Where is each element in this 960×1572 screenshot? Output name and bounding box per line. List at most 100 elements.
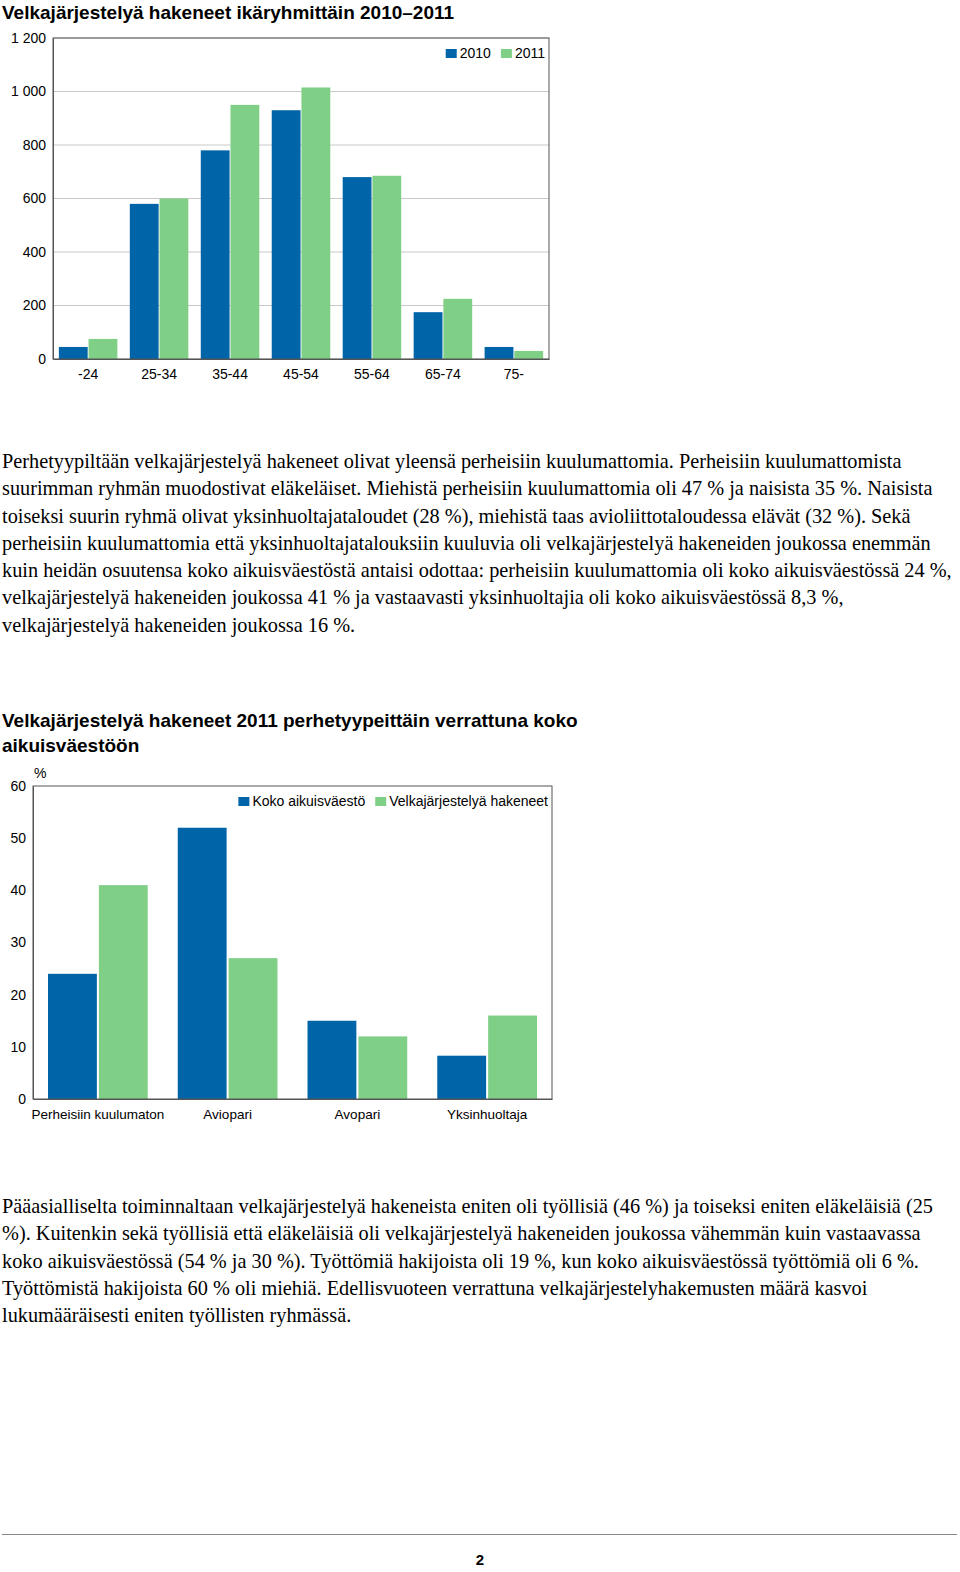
tick: 10 bbox=[10, 1039, 33, 1055]
tick-label: 0 bbox=[38, 351, 46, 367]
tick-label: 200 bbox=[23, 297, 47, 313]
legend: Koko aikuisväestö Velkajärjestelyä hakene… bbox=[238, 793, 548, 809]
tick: 50 bbox=[10, 830, 33, 846]
legend-swatch bbox=[446, 49, 457, 58]
bar bbox=[437, 1056, 486, 1099]
legend-item: 2010 bbox=[446, 45, 491, 61]
legend-item: 2011 bbox=[501, 45, 545, 61]
tick: -24 bbox=[78, 359, 98, 382]
y-axis: 0 10 20 30 40 50 60 bbox=[10, 778, 33, 1107]
tick-label: 75- bbox=[504, 366, 525, 382]
bar bbox=[178, 828, 227, 1099]
legend-item: Velkajärjestelyä hakeneet bbox=[375, 793, 548, 809]
tick: Perheisiin kuulumaton bbox=[31, 1099, 164, 1122]
tick-label: 35-44 bbox=[212, 366, 248, 382]
legend-swatch bbox=[375, 797, 386, 806]
tick-label: 60 bbox=[10, 778, 26, 794]
bar bbox=[89, 339, 118, 359]
axis-line bbox=[54, 359, 550, 360]
tick: 30 bbox=[10, 934, 33, 950]
tick-label: 1 000 bbox=[11, 83, 46, 99]
tick-label: Yksinhuoltaja bbox=[447, 1107, 528, 1122]
plot-frame bbox=[33, 786, 552, 1099]
tick-label: 30 bbox=[10, 934, 26, 950]
bar bbox=[160, 199, 189, 360]
tick: 200 bbox=[23, 297, 53, 313]
bar bbox=[414, 312, 443, 359]
tick: 55-64 bbox=[354, 359, 390, 382]
axis-line bbox=[34, 1099, 553, 1100]
grid-line bbox=[53, 252, 549, 253]
tick: Avopari bbox=[335, 1099, 381, 1122]
y-axis: 0 200 400 600 800 1 000 1 200 bbox=[11, 30, 54, 367]
tick: 800 bbox=[23, 137, 53, 153]
bar bbox=[514, 351, 543, 359]
x-axis: Perheisiin kuulumaton Aviopari Avopari Yksi… bbox=[31, 1099, 552, 1122]
plot-frame bbox=[53, 38, 549, 359]
bar bbox=[130, 204, 159, 359]
grid-line bbox=[53, 305, 549, 306]
legend-swatch bbox=[238, 797, 249, 806]
plot-background bbox=[53, 38, 549, 359]
paragraph: Perhetyypiltään velkajärjestelyä hakenee… bbox=[2, 448, 958, 639]
tick: Yksinhuoltaja bbox=[447, 1099, 528, 1122]
tick-label: 40 bbox=[10, 882, 26, 898]
tick-label: 800 bbox=[23, 137, 47, 153]
tick-label: Aviopari bbox=[203, 1107, 252, 1122]
legend-item: Koko aikuisväestö bbox=[238, 793, 365, 809]
tick-label: Avopari bbox=[335, 1107, 381, 1122]
grid-line bbox=[53, 91, 549, 92]
tick-label: 1 200 bbox=[11, 30, 46, 46]
legend-label: 2010 bbox=[460, 45, 491, 61]
tick-label: Perheisiin kuulumaton bbox=[31, 1107, 164, 1122]
tick: 0 bbox=[38, 351, 53, 367]
bar bbox=[358, 1036, 407, 1099]
paragraph: Pääasialliselta toiminnaltaan velkajärje… bbox=[2, 1193, 958, 1329]
bar bbox=[308, 1021, 357, 1099]
bar bbox=[201, 150, 230, 359]
tick-label: 50 bbox=[10, 830, 26, 846]
bar bbox=[230, 105, 259, 359]
tick-label: 55-64 bbox=[354, 366, 390, 382]
tick: 0 bbox=[18, 1091, 33, 1107]
bar bbox=[272, 110, 301, 359]
chart: 0 10 20 30 40 50 60 Perheisiin kuulumaton Aviopa… bbox=[0, 760, 560, 1140]
bar bbox=[343, 177, 372, 359]
tick-label: 25-34 bbox=[141, 366, 177, 382]
tick: 40 bbox=[10, 882, 33, 898]
axis-title: % bbox=[34, 765, 46, 781]
footer-rule bbox=[2, 1534, 957, 1535]
bars bbox=[48, 828, 537, 1099]
tick: 65-74 bbox=[425, 359, 461, 382]
plot-area: 0 200 400 600 800 1 000 1 200 -24 25-34 35-44 45-5… bbox=[11, 30, 550, 382]
grid-line bbox=[53, 145, 549, 146]
tick-label: 65-74 bbox=[425, 366, 461, 382]
tick-label: -24 bbox=[78, 366, 98, 382]
bar bbox=[488, 1016, 537, 1099]
tick: 1 200 bbox=[11, 30, 53, 46]
plot-area: 0 10 20 30 40 50 60 Perheisiin kuulumaton Aviopa… bbox=[10, 778, 552, 1122]
tick-label: 10 bbox=[10, 1039, 26, 1055]
legend-label: Koko aikuisväestö bbox=[252, 793, 365, 809]
bar bbox=[443, 299, 472, 359]
bar bbox=[48, 974, 97, 1099]
legend-swatch bbox=[501, 49, 512, 58]
grid bbox=[53, 38, 549, 359]
tick: 25-34 bbox=[141, 359, 177, 382]
tick: 35-44 bbox=[212, 359, 248, 382]
bar bbox=[229, 958, 278, 1099]
tick-label: 400 bbox=[23, 244, 47, 260]
legend-label: 2011 bbox=[515, 45, 545, 61]
tick: 45-54 bbox=[283, 359, 319, 382]
chart: 0 200 400 600 800 1 000 1 200 -24 25-34 35-44 45-5… bbox=[0, 30, 560, 400]
axis-line bbox=[33, 787, 34, 1100]
tick-label: 20 bbox=[10, 987, 26, 1003]
page-number: 2 bbox=[0, 1551, 960, 1568]
legend: 2010 2011 bbox=[446, 45, 545, 61]
chart-title: Velkajärjestelyä hakeneet ikäryhmittäin … bbox=[2, 0, 902, 25]
tick: 400 bbox=[23, 244, 53, 260]
tick: Aviopari bbox=[203, 1099, 252, 1122]
tick: 1 000 bbox=[11, 83, 53, 99]
tick-label: 45-54 bbox=[283, 366, 319, 382]
tick: 600 bbox=[23, 190, 53, 206]
